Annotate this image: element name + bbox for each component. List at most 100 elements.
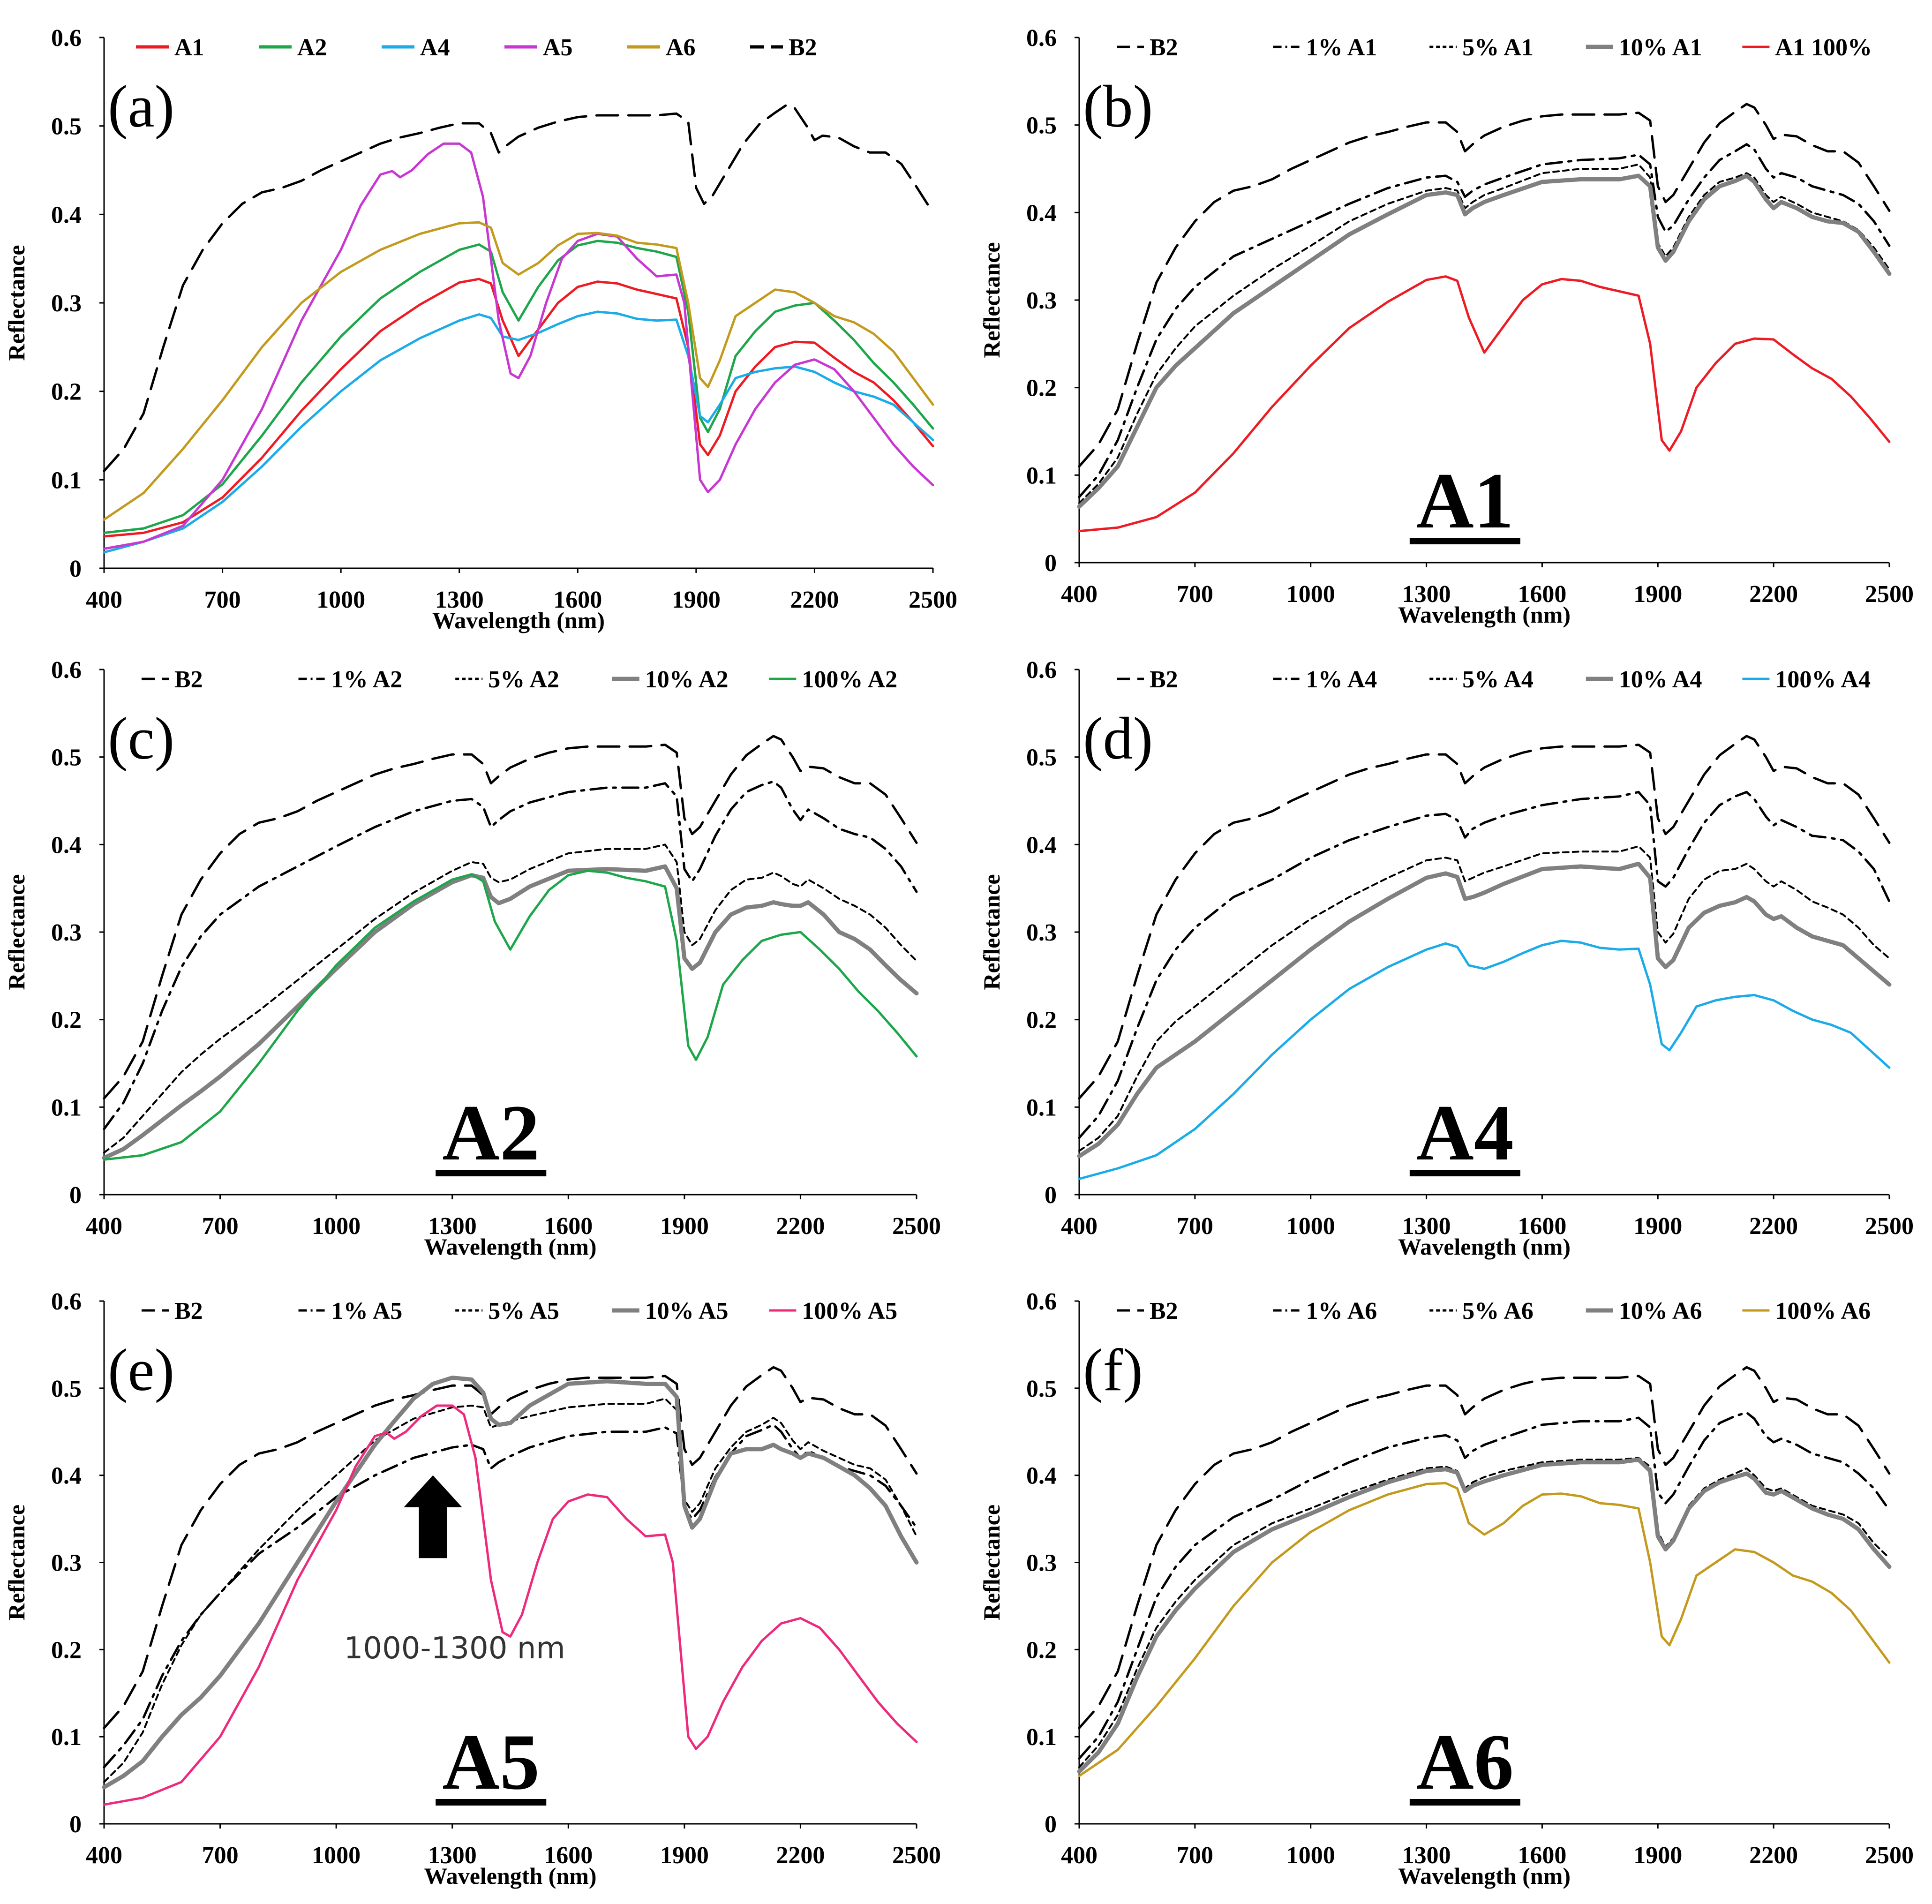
series-line-5pct-a1 <box>1078 163 1890 504</box>
series-line-10pct-a1 <box>1077 173 1892 509</box>
y-axis-title: Reflectance <box>978 242 1005 358</box>
y-axis-title: Reflectance <box>978 874 1005 990</box>
panel-b: 0 0.1 0.2 0.3 0.4 0.5 0.6 400 700 1000 1300 1600 190… <box>978 25 1914 628</box>
legend-label: B2 <box>1150 666 1178 693</box>
y-tick-label: 0.4 <box>51 832 82 858</box>
y-tick-label: 0 <box>69 556 82 582</box>
series-line-10pct-a5 <box>102 1376 919 1790</box>
x-tick-label: 1000 <box>316 587 365 613</box>
legend-label: 10% A6 <box>1619 1298 1702 1325</box>
x-tick-label: 2200 <box>776 1213 825 1240</box>
y-tick-label: 0.6 <box>51 1288 82 1315</box>
legend-label: 1% A6 <box>1306 1298 1377 1325</box>
series-line-5pct-a6 <box>1078 1457 1890 1769</box>
legend-label: 100% A2 <box>802 666 897 693</box>
legend-label: 5% A2 <box>488 666 559 693</box>
x-axis-title: Wavelength (nm) <box>1398 1863 1571 1889</box>
y-tick-label: 0.1 <box>1026 1724 1057 1751</box>
series-line-1pct-a6 <box>1078 1411 1891 1760</box>
panel-label: (b) <box>1083 73 1153 140</box>
y-tick-label: 0.4 <box>51 1463 82 1490</box>
series-line-1pct-a1 <box>1078 143 1891 498</box>
y-tick-label: 0.3 <box>1026 1550 1057 1577</box>
series-line-1pct-a2 <box>103 780 918 1130</box>
x-tick-label: 2500 <box>1865 1842 1914 1869</box>
series-line-a2 <box>103 240 934 534</box>
legend-label: 1% A5 <box>331 1298 403 1325</box>
x-tick-label: 1300 <box>1402 581 1451 608</box>
y-tick-label: 0.1 <box>1026 462 1057 489</box>
panel-c: 0 0.1 0.2 0.3 0.4 0.5 0.6 400 700 1000 1300 1600 190… <box>3 657 941 1260</box>
x-tick-label: 1000 <box>312 1842 361 1869</box>
y-tick-label: 0.5 <box>1026 745 1057 771</box>
x-tick-label: 400 <box>86 1213 122 1240</box>
legend-label: A1 <box>174 34 204 61</box>
y-tick-label: 0.5 <box>1026 1376 1057 1402</box>
legend-label: A4 <box>420 34 450 61</box>
y-tick-label: 0.3 <box>1026 919 1057 946</box>
panel-code-label: A2 <box>442 1089 540 1177</box>
series-line-100pct-a5 <box>103 1404 918 1806</box>
legend-label: 5% A1 <box>1462 34 1534 61</box>
legend-label: 1% A1 <box>1306 34 1377 61</box>
y-tick-label: 0.1 <box>51 1094 82 1121</box>
series-line-1pct-a5 <box>103 1423 918 1769</box>
x-tick-label: 2200 <box>776 1842 825 1869</box>
panel-label: (d) <box>1083 705 1153 772</box>
panel-code-label: A5 <box>442 1718 540 1806</box>
y-axis-title: Reflectance <box>3 1505 30 1620</box>
series-line-b2 <box>1078 1366 1891 1730</box>
series-line-5pct-a2 <box>103 843 917 1154</box>
panel-label: (f) <box>1083 1337 1143 1403</box>
y-tick-label: 0.2 <box>1026 1637 1057 1663</box>
x-tick-label: 700 <box>1177 581 1213 608</box>
panel-code-label: A4 <box>1416 1089 1514 1177</box>
legend-label: 5% A5 <box>488 1298 559 1325</box>
x-tick-label: 1600 <box>1518 581 1566 608</box>
legend-label: B2 <box>1150 34 1178 61</box>
legend-label: 100% A5 <box>802 1298 897 1325</box>
x-tick-label: 1600 <box>544 1842 593 1869</box>
y-tick-label: 0 <box>1045 1811 1057 1838</box>
x-tick-label: 2500 <box>1865 581 1914 608</box>
legend-label: B2 <box>174 1298 203 1325</box>
panel-label: (c) <box>108 705 174 772</box>
y-tick-label: 0.6 <box>1026 1288 1057 1315</box>
legend-label: B2 <box>174 666 203 693</box>
legend-label: A6 <box>666 34 696 61</box>
x-tick-label: 2200 <box>1749 1842 1798 1869</box>
legend-label: A2 <box>297 34 327 61</box>
x-tick-label: 700 <box>202 1842 239 1869</box>
x-tick-label: 1300 <box>435 587 484 613</box>
y-tick-label: 0.6 <box>51 25 82 52</box>
series-line-100pct-a6 <box>1078 1482 1891 1777</box>
y-tick-label: 0.4 <box>1026 200 1057 226</box>
code-label-underline <box>436 1170 547 1176</box>
y-axis-title: Reflectance <box>978 1505 1005 1620</box>
x-tick-label: 2500 <box>1865 1213 1914 1240</box>
y-tick-label: 0.2 <box>1026 1007 1057 1034</box>
series-line-a1 <box>103 278 934 538</box>
legend-label: 100% A6 <box>1775 1298 1871 1325</box>
y-tick-label: 0 <box>69 1811 82 1838</box>
series-line-b2 <box>103 103 934 472</box>
y-tick-label: 0.6 <box>1026 25 1057 52</box>
legend-label: 100% A4 <box>1775 666 1871 693</box>
y-tick-label: 0.5 <box>51 113 82 140</box>
x-axis-title: Wavelength (nm) <box>432 607 605 633</box>
x-tick-label: 400 <box>1061 581 1098 608</box>
series-line-a1-100pct <box>1078 275 1891 533</box>
panel-f: 0 0.1 0.2 0.3 0.4 0.5 0.6 400 700 1000 1300 1600 190… <box>978 1288 1914 1889</box>
y-tick-label: 0.2 <box>1026 375 1057 402</box>
x-tick-label: 1900 <box>1633 1842 1682 1869</box>
series-line-a4 <box>103 310 934 554</box>
x-tick-label: 1000 <box>312 1213 361 1240</box>
y-tick-label: 0 <box>1045 550 1057 577</box>
y-axis-title: Reflectance <box>3 874 30 990</box>
panel-code-label: A6 <box>1416 1718 1514 1806</box>
annotation-text: 1000-1300 nm <box>344 1631 565 1666</box>
x-tick-label: 2200 <box>1749 581 1798 608</box>
x-tick-label: 700 <box>1177 1842 1213 1869</box>
y-tick-label: 0.4 <box>1026 1463 1057 1490</box>
